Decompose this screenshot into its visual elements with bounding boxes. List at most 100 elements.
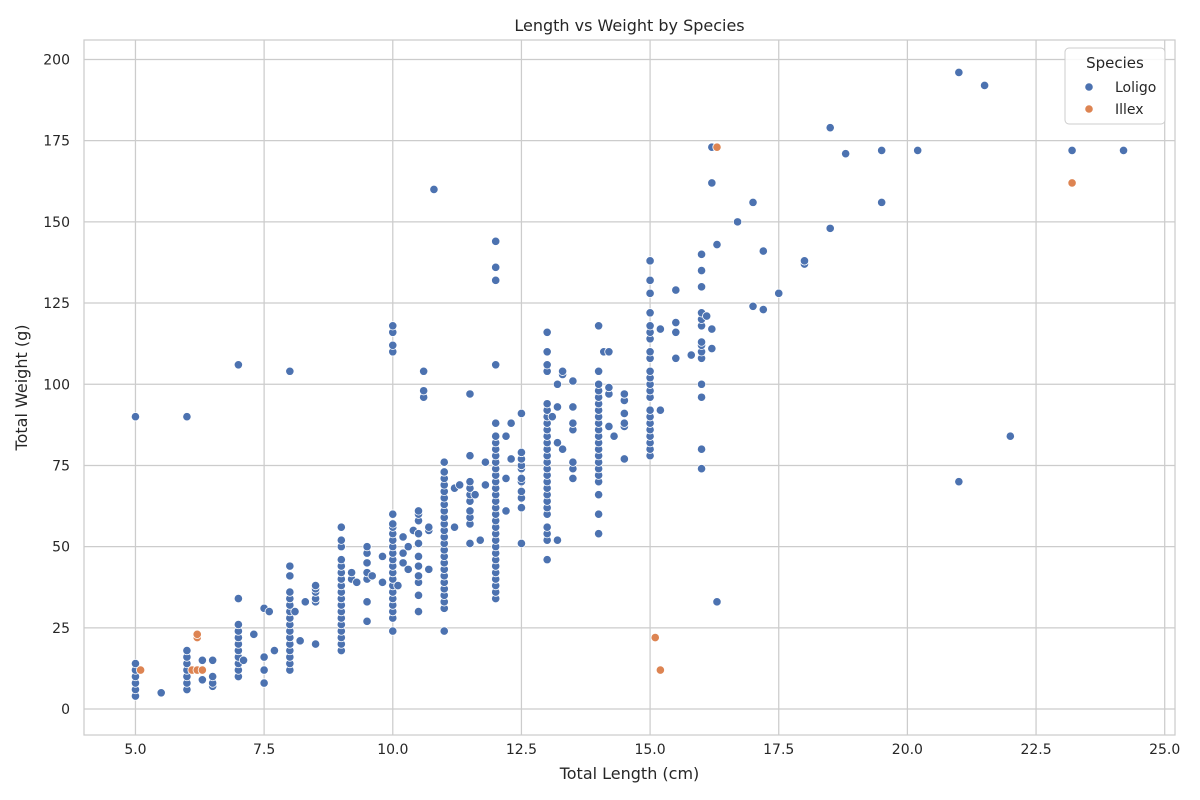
data-point-loligo — [403, 564, 413, 574]
data-point-loligo — [285, 366, 295, 376]
data-point-loligo — [516, 538, 527, 548]
data-point-loligo — [388, 626, 398, 636]
data-point-loligo — [542, 555, 552, 565]
data-point-illex — [192, 629, 202, 639]
data-point-loligo — [300, 597, 310, 607]
data-point-loligo — [604, 421, 614, 432]
y-tick-label: 175 — [43, 134, 70, 150]
data-point-loligo — [1005, 431, 1015, 441]
data-point-loligo — [208, 671, 218, 682]
data-point-loligo — [491, 275, 501, 285]
data-point-loligo — [269, 645, 280, 656]
data-point-loligo — [362, 558, 372, 568]
data-point-loligo — [285, 561, 295, 571]
data-point-loligo — [377, 577, 388, 587]
y-tick-label: 50 — [52, 540, 70, 556]
data-point-loligo — [542, 327, 552, 337]
data-point-loligo — [645, 366, 655, 376]
data-point-loligo — [707, 178, 717, 188]
data-point-loligo — [594, 379, 604, 389]
data-point-loligo — [506, 454, 516, 464]
data-point-loligo — [491, 262, 501, 272]
data-point-illex — [136, 665, 146, 675]
data-point-loligo — [516, 408, 527, 419]
data-point-loligo — [748, 301, 758, 311]
data-point-loligo — [130, 412, 141, 422]
data-point-loligo — [388, 509, 398, 519]
data-point-illex — [650, 632, 660, 643]
y-tick-label: 75 — [52, 458, 70, 474]
data-point-loligo — [758, 304, 768, 315]
data-point-loligo — [439, 626, 449, 636]
data-point-loligo — [398, 548, 408, 558]
data-point-loligo — [413, 606, 424, 617]
data-point-loligo — [516, 447, 527, 458]
data-point-illex — [655, 665, 665, 675]
chart-title: Length vs Weight by Species — [514, 16, 744, 35]
data-point-loligo — [619, 389, 629, 399]
data-point-loligo — [696, 265, 707, 276]
y-tick-labels: 0 25 50 75 100 125 150 175 200 — [43, 52, 70, 718]
data-point-loligo — [516, 473, 527, 484]
data-point-loligo — [470, 490, 480, 500]
data-point-loligo — [594, 490, 604, 500]
data-point-loligo — [156, 688, 166, 698]
data-point-loligo — [645, 308, 655, 318]
data-point-loligo — [604, 347, 614, 357]
x-tick-label: 10.0 — [377, 742, 408, 758]
data-point-loligo — [825, 123, 835, 133]
data-point-loligo — [480, 480, 491, 490]
data-point-loligo — [655, 405, 665, 415]
data-point-loligo — [285, 587, 295, 597]
data-point-loligo — [465, 477, 475, 487]
legend-marker-loligo — [1084, 82, 1094, 92]
data-point-loligo — [238, 655, 249, 665]
data-point-loligo — [877, 145, 887, 156]
data-point-loligo — [732, 217, 743, 227]
data-point-loligo — [686, 350, 696, 360]
data-point-loligo — [568, 402, 578, 412]
y-tick-label: 125 — [43, 296, 70, 312]
data-point-loligo — [259, 665, 269, 675]
data-point-loligo — [455, 480, 465, 490]
data-point-loligo — [424, 564, 434, 574]
series-loligo — [130, 67, 1129, 701]
data-point-loligo — [182, 645, 192, 656]
data-point-loligo — [542, 360, 552, 370]
data-point-loligo — [377, 551, 388, 561]
x-tick-label: 7.5 — [253, 742, 275, 758]
legend-label-illex: Illex — [1115, 102, 1144, 118]
data-point-loligo — [130, 658, 141, 669]
data-point-loligo — [604, 382, 614, 393]
legend-marker-illex — [1084, 104, 1094, 114]
data-point-loligo — [480, 457, 491, 467]
data-point-loligo — [552, 438, 563, 448]
data-point-loligo — [388, 321, 398, 331]
y-axis-title: Total Weight (g) — [12, 325, 31, 452]
data-point-loligo — [557, 444, 568, 454]
data-point-loligo — [1118, 145, 1129, 156]
data-point-loligo — [429, 184, 439, 194]
data-point-loligo — [568, 473, 578, 484]
data-point-loligo — [233, 619, 243, 630]
data-point-loligo — [645, 405, 655, 415]
data-point-loligo — [516, 503, 527, 513]
x-tick-labels: 5.0 7.5 10.0 12.5 15.0 17.5 20.0 22.5 25.0 — [124, 742, 1180, 758]
x-axis-title: Total Length (cm) — [559, 764, 700, 783]
legend: Species Loligo Illex — [1064, 47, 1166, 125]
data-point-loligo — [362, 542, 372, 552]
legend-items: Loligo Illex — [1084, 80, 1156, 118]
data-point-loligo — [249, 629, 259, 639]
data-point-loligo — [552, 535, 563, 545]
data-point-loligo — [645, 275, 655, 285]
data-point-loligo — [501, 431, 511, 441]
data-point-loligo — [413, 506, 424, 516]
data-point-loligo — [568, 376, 578, 386]
data-point-illex — [197, 665, 207, 675]
data-point-loligo — [841, 149, 851, 159]
data-point-loligo — [393, 581, 403, 591]
data-point-loligo — [439, 457, 449, 467]
data-point-loligo — [696, 464, 707, 474]
